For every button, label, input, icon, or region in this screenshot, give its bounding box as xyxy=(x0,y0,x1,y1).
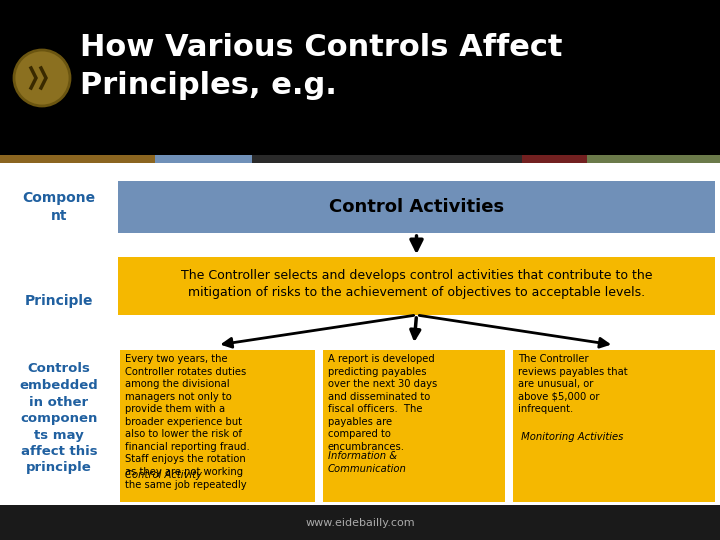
FancyBboxPatch shape xyxy=(0,155,155,163)
FancyBboxPatch shape xyxy=(118,257,715,315)
Text: Principle: Principle xyxy=(24,294,94,308)
Text: Compone
nt: Compone nt xyxy=(22,191,96,222)
Text: A report is developed
predicting payables
over the next 30 days
and disseminated: A report is developed predicting payable… xyxy=(328,354,437,452)
Circle shape xyxy=(14,50,70,106)
FancyBboxPatch shape xyxy=(0,0,720,155)
FancyBboxPatch shape xyxy=(323,350,505,502)
Text: Controls
embedded
in other
componen
ts may
affect this
principle: Controls embedded in other componen ts m… xyxy=(19,362,99,475)
FancyBboxPatch shape xyxy=(587,155,720,163)
Text: The Controller selects and develops control activities that contribute to the
mi: The Controller selects and develops cont… xyxy=(181,269,652,299)
Text: How Various Controls Affect: How Various Controls Affect xyxy=(80,32,562,62)
FancyBboxPatch shape xyxy=(252,155,522,163)
FancyBboxPatch shape xyxy=(118,181,715,233)
Text: Monitoring Activities: Monitoring Activities xyxy=(518,432,624,442)
FancyBboxPatch shape xyxy=(522,155,587,163)
Text: www.eidebailly.com: www.eidebailly.com xyxy=(305,517,415,528)
FancyBboxPatch shape xyxy=(513,350,715,502)
Text: Control Activity: Control Activity xyxy=(125,470,202,480)
FancyBboxPatch shape xyxy=(0,505,720,540)
Text: Control Activities: Control Activities xyxy=(329,198,504,216)
Text: Information &
Communication: Information & Communication xyxy=(328,451,407,474)
Text: The Controller
reviews payables that
are unusual, or
above $5,000 or
infrequent.: The Controller reviews payables that are… xyxy=(518,354,628,414)
Text: Principles, e.g.: Principles, e.g. xyxy=(80,71,337,99)
FancyBboxPatch shape xyxy=(155,155,252,163)
Text: Every two years, the
Controller rotates duties
among the divisional
managers not: Every two years, the Controller rotates … xyxy=(125,354,250,490)
FancyBboxPatch shape xyxy=(120,350,315,502)
